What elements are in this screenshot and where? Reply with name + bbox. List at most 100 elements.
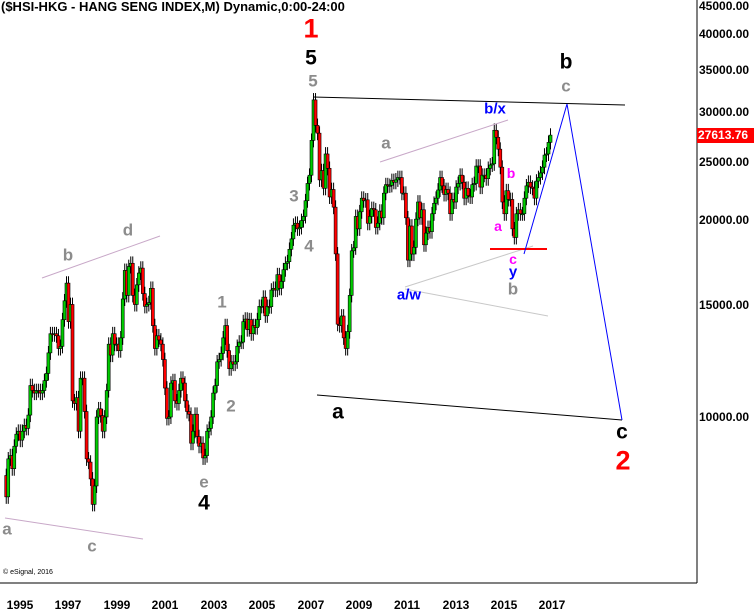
candle-down [466, 187, 470, 196]
candle-up [524, 185, 529, 199]
candle-up [345, 331, 350, 349]
candle-up [544, 153, 549, 156]
candle-down [181, 377, 185, 384]
wave-label: c [87, 536, 97, 556]
candle-down [498, 148, 503, 168]
y-tick-label: 20000.00 [699, 213, 750, 227]
candle-up [28, 385, 33, 416]
candle-up [14, 433, 19, 447]
candle-up [191, 430, 195, 444]
candle-up [287, 248, 292, 262]
candle-down [496, 136, 501, 150]
candle-down [400, 177, 404, 194]
support-line [316, 394, 623, 421]
wave-label: 4 [304, 236, 314, 256]
x-tick-label: 2013 [442, 598, 470, 612]
candle-up [281, 269, 286, 282]
candle-up [536, 177, 541, 182]
candle-up [60, 319, 65, 347]
candle-up [548, 134, 553, 143]
candle-up [78, 377, 83, 432]
candle-up [289, 238, 294, 250]
candle-up [118, 337, 123, 351]
candle-up [26, 414, 31, 429]
trendline-a-c [4, 517, 144, 540]
x-tick-label: 2011 [393, 598, 421, 612]
x-tick-label: 2001 [151, 598, 179, 612]
y-tick-label: 45000.00 [699, 0, 750, 13]
wave-label: 5 [308, 71, 318, 91]
candle-up [6, 458, 11, 498]
wave-label: a [2, 519, 12, 539]
candle-up [474, 165, 478, 184]
y-tick-label: 10000.00 [699, 410, 750, 424]
candle-up [305, 183, 310, 202]
candle-up [486, 168, 491, 180]
candle-down [373, 209, 378, 228]
candle-down [70, 304, 75, 402]
wave-label: b [62, 245, 74, 265]
y-tick-label: 30000.00 [699, 105, 750, 119]
candle-down [510, 199, 515, 230]
wave-label: 3 [289, 186, 299, 206]
candle-up [347, 295, 352, 332]
candle-up [40, 390, 45, 394]
candle-down [197, 436, 201, 447]
candle-up [251, 325, 256, 335]
candle-up [239, 341, 244, 344]
candle-up [44, 373, 49, 381]
candle-up [369, 208, 374, 217]
candle-down [371, 208, 376, 211]
candle-down [151, 288, 155, 326]
y-tick-label: 15000.00 [699, 298, 750, 312]
candle-down [98, 408, 103, 416]
candle-up [62, 300, 67, 320]
wave-label: b/x [484, 100, 506, 118]
x-tick-label: 2005 [248, 598, 276, 612]
candle-down [317, 132, 322, 181]
candle-up [472, 183, 476, 185]
candle-down [82, 377, 87, 412]
candle-down [143, 293, 147, 307]
candle-down [410, 225, 414, 255]
candle-down [187, 411, 191, 415]
candle-down [86, 458, 91, 463]
wave-label: y [508, 263, 518, 281]
candle-up [546, 142, 551, 155]
last-price-tag: 27613.76 [697, 128, 754, 143]
candle-up [375, 222, 380, 228]
candle-up [221, 337, 225, 354]
wave-label: a [381, 133, 391, 153]
candle-up [219, 353, 223, 360]
candle-up [104, 390, 109, 418]
copyright: © eSignal, 2016 [3, 569, 53, 576]
y-tick-label: 40000.00 [699, 27, 750, 41]
candle-down [325, 153, 330, 169]
candle-up [434, 197, 438, 204]
candle-down [313, 99, 318, 126]
candle-up [229, 361, 233, 370]
candle-down [165, 387, 169, 419]
candle-up [430, 213, 434, 232]
candle-down [528, 181, 533, 188]
candle-up [283, 262, 288, 271]
candle-up [145, 304, 149, 307]
candle-up [414, 218, 418, 248]
candle-up [424, 232, 428, 246]
candle-down [185, 400, 189, 412]
wave-label: a [494, 218, 502, 234]
candle-up [237, 341, 242, 347]
candle-up [488, 164, 493, 169]
candle-down [159, 339, 163, 345]
wave-label: c [509, 251, 517, 267]
candle-up [538, 172, 543, 178]
candle-down [460, 174, 464, 183]
candle-up [94, 416, 99, 487]
candle-down [189, 413, 193, 444]
candle-down [112, 333, 117, 345]
candle-up [217, 359, 221, 363]
candle-down [327, 168, 332, 198]
candle-up [207, 428, 211, 432]
x-tick-label: 2015 [490, 598, 518, 612]
candle-down [341, 315, 346, 339]
